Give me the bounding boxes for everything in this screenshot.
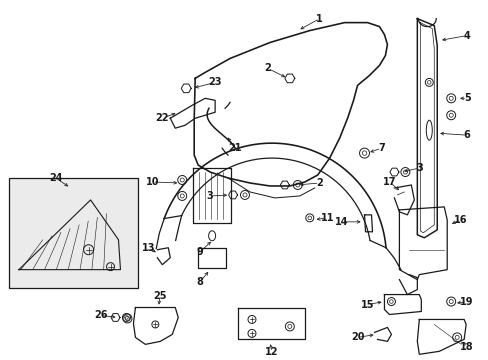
- Text: 17: 17: [382, 177, 395, 187]
- Text: 3: 3: [206, 191, 213, 201]
- Text: 16: 16: [453, 215, 467, 225]
- Text: 5: 5: [463, 93, 469, 103]
- Text: 9: 9: [196, 247, 203, 257]
- Text: 7: 7: [377, 143, 384, 153]
- Text: 12: 12: [264, 347, 278, 357]
- Text: 24: 24: [49, 173, 62, 183]
- Text: 15: 15: [360, 300, 373, 310]
- Text: 10: 10: [145, 177, 159, 187]
- Text: 18: 18: [459, 342, 473, 352]
- Text: 4: 4: [463, 31, 469, 41]
- Text: 19: 19: [459, 297, 473, 306]
- Text: 20: 20: [350, 332, 364, 342]
- Text: 3: 3: [415, 163, 422, 173]
- Text: 23: 23: [208, 77, 222, 87]
- Text: 21: 21: [228, 143, 241, 153]
- FancyBboxPatch shape: [9, 178, 138, 288]
- Text: 13: 13: [142, 243, 155, 253]
- Text: 6: 6: [463, 130, 469, 140]
- Text: 11: 11: [320, 213, 334, 223]
- Text: 14: 14: [334, 217, 347, 227]
- Text: 26: 26: [94, 310, 107, 320]
- Text: 25: 25: [153, 291, 167, 301]
- Text: 1: 1: [316, 14, 323, 24]
- Text: 22: 22: [155, 113, 169, 123]
- Text: 2: 2: [264, 63, 271, 73]
- Text: 8: 8: [196, 276, 203, 287]
- Text: 2: 2: [316, 178, 323, 188]
